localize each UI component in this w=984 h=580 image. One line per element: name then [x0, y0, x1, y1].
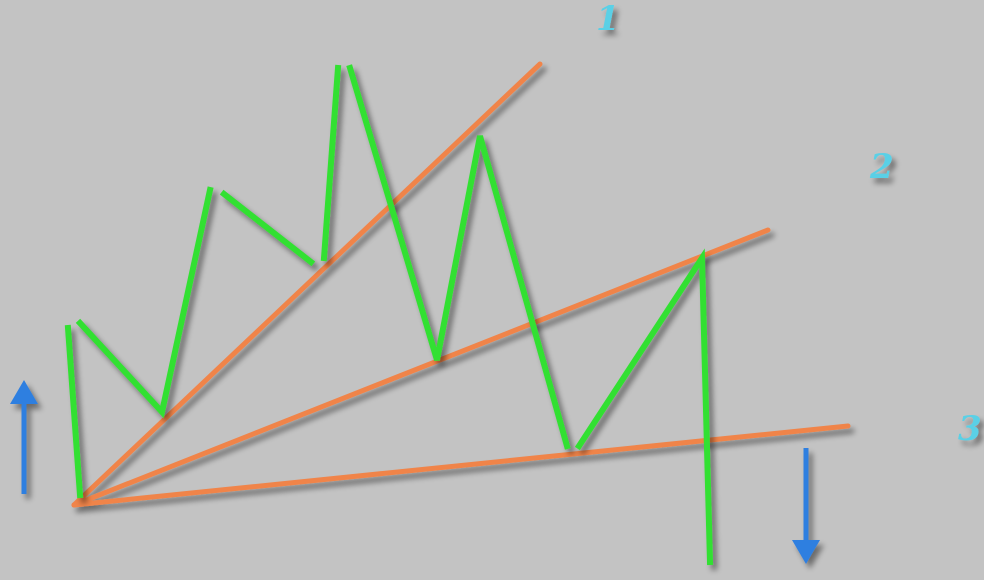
price-path-segment-e [346, 64, 571, 450]
price-path-group [64, 64, 714, 566]
fan-line-1-label: 1 [596, 0, 620, 39]
arrow-down-icon [792, 448, 820, 564]
price-path-segment-b [75, 186, 214, 419]
price-path-segment-c [219, 189, 316, 267]
arrows-group [10, 380, 820, 564]
fan-line-3 [71, 423, 851, 508]
price-path-segment-a [64, 324, 84, 499]
price-path-segment-d [320, 64, 342, 262]
fan-line-2-label: 2 [869, 147, 894, 187]
fan-line-2 [71, 227, 771, 508]
fan-line-3-label: 3 [958, 409, 982, 449]
fan-lines-group [71, 61, 851, 508]
arrow-up-icon [10, 380, 38, 494]
price-path-segment-f [574, 248, 714, 566]
fan-line-1 [71, 61, 543, 508]
labels-group: 1 2 3 [596, 0, 982, 449]
